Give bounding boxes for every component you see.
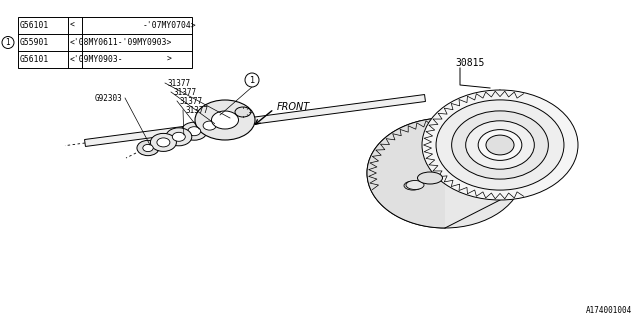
Ellipse shape: [137, 140, 159, 156]
Ellipse shape: [211, 111, 239, 129]
Ellipse shape: [188, 127, 201, 136]
Text: G92303: G92303: [95, 93, 123, 102]
Text: <'09MY0903-: <'09MY0903-: [70, 55, 124, 64]
Text: 30815: 30815: [455, 58, 484, 68]
Polygon shape: [84, 94, 426, 147]
Ellipse shape: [235, 107, 251, 117]
Ellipse shape: [157, 138, 170, 147]
Bar: [18, 17, 192, 68]
Text: 31377: 31377: [167, 78, 190, 87]
Text: 31377: 31377: [173, 87, 196, 97]
Ellipse shape: [367, 118, 523, 228]
Text: A174001004: A174001004: [586, 306, 632, 315]
Polygon shape: [367, 90, 500, 228]
Text: G55901: G55901: [20, 38, 49, 47]
Ellipse shape: [181, 122, 207, 140]
Ellipse shape: [466, 121, 534, 169]
Ellipse shape: [486, 135, 514, 155]
Text: <'08MY0611-'09MY0903>: <'08MY0611-'09MY0903>: [70, 38, 172, 47]
Ellipse shape: [196, 116, 223, 135]
Ellipse shape: [417, 172, 442, 184]
Ellipse shape: [150, 133, 177, 151]
Text: >: >: [166, 55, 172, 64]
Ellipse shape: [436, 100, 564, 190]
Ellipse shape: [166, 128, 192, 146]
Text: -'07MY0704>: -'07MY0704>: [142, 21, 196, 30]
Text: 31377: 31377: [185, 106, 208, 115]
Ellipse shape: [404, 181, 422, 190]
Text: FRONT: FRONT: [277, 102, 310, 112]
Ellipse shape: [195, 100, 255, 140]
Ellipse shape: [143, 144, 153, 152]
Ellipse shape: [406, 180, 424, 189]
Circle shape: [245, 73, 259, 87]
Text: G56101: G56101: [20, 21, 49, 30]
Ellipse shape: [172, 132, 186, 141]
Text: 1: 1: [6, 38, 10, 47]
Text: 31377: 31377: [179, 97, 202, 106]
Ellipse shape: [203, 121, 216, 130]
Ellipse shape: [452, 111, 548, 179]
Ellipse shape: [478, 130, 522, 160]
Text: G56101: G56101: [20, 55, 49, 64]
Text: 1: 1: [250, 76, 255, 84]
Ellipse shape: [422, 90, 578, 200]
Text: <: <: [70, 21, 75, 30]
Circle shape: [2, 36, 14, 49]
